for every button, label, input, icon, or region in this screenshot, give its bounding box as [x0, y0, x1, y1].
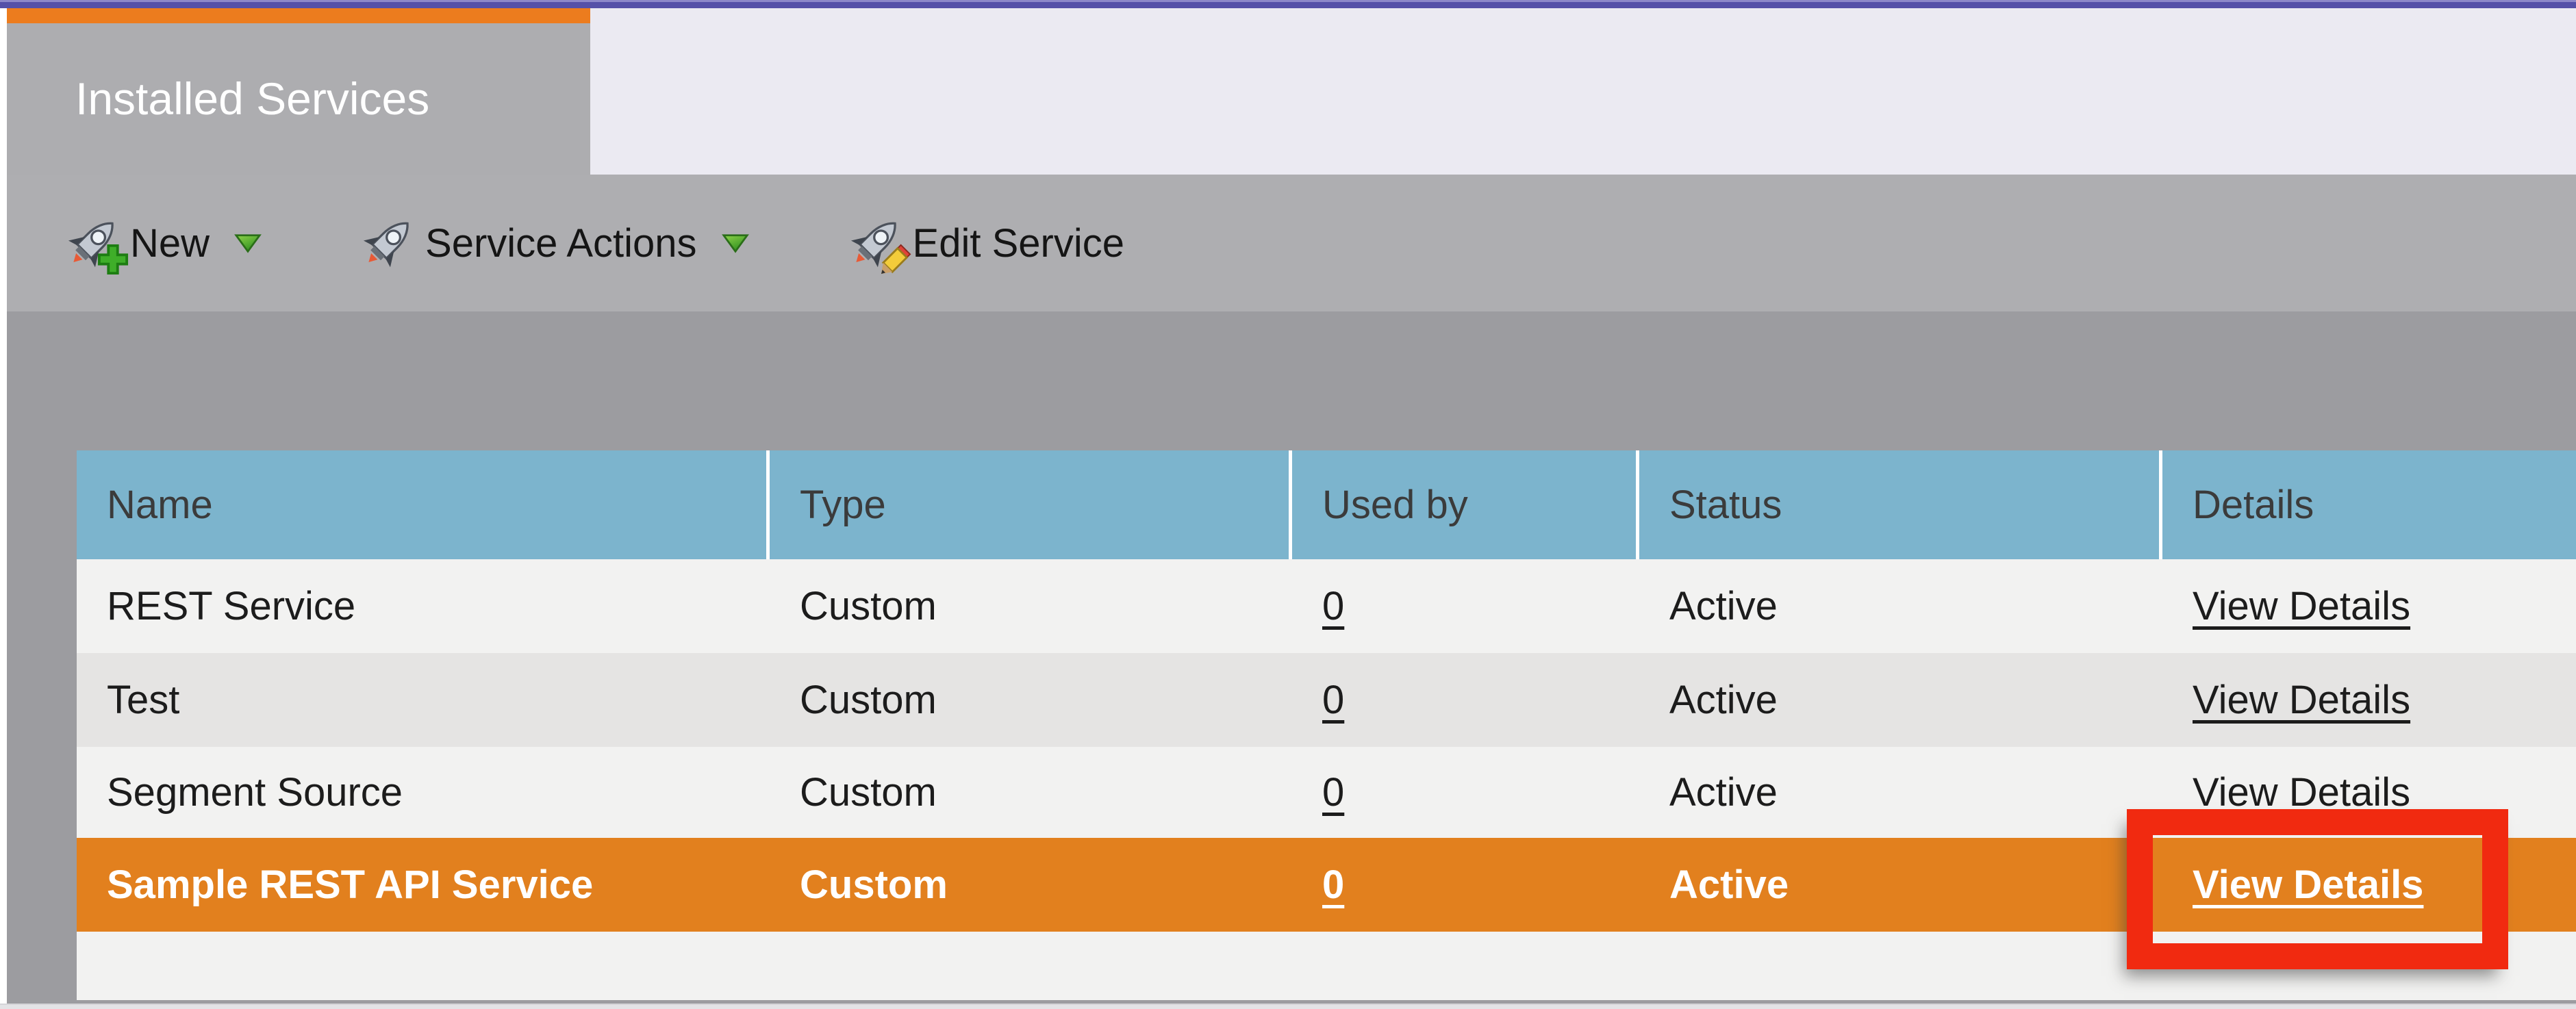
column-header-name: Name	[77, 450, 770, 559]
new-button-label: New	[130, 220, 210, 266]
page-title: Installed Services	[75, 73, 430, 124]
dropdown-arrow-icon	[234, 233, 262, 253]
edit-service-button-label: Edit Service	[912, 220, 1125, 266]
edit-service-button[interactable]: Edit Service	[848, 175, 1124, 311]
toolbar: New	[7, 175, 2576, 311]
service-type: Custom	[800, 584, 937, 628]
table-row-selected[interactable]: Sample REST API Service Custom 0 Active …	[77, 838, 2576, 932]
service-type: Custom	[800, 770, 937, 815]
used-by-link[interactable]: 0	[1322, 863, 1345, 907]
dropdown-arrow-icon	[721, 233, 749, 253]
used-by-link[interactable]: 0	[1322, 770, 1345, 815]
service-actions-button-label: Service Actions	[425, 220, 697, 266]
plus-badge-icon	[97, 244, 129, 275]
service-name: Sample REST API Service	[107, 863, 594, 907]
service-status: Active	[1669, 584, 1778, 628]
service-type: Custom	[800, 678, 937, 722]
table-header-row: Name Type Used by Status Details	[77, 450, 2576, 559]
service-name: Test	[107, 678, 180, 722]
used-by-link[interactable]: 0	[1322, 584, 1345, 628]
table-row[interactable]: REST Service Custom 0 Active View Detail…	[77, 559, 2576, 653]
service-status: Active	[1669, 863, 1789, 907]
tab-installed-services[interactable]: Installed Services	[7, 8, 590, 175]
new-button[interactable]: New	[66, 175, 262, 311]
window-top-border	[0, 0, 2576, 8]
service-status: Active	[1669, 770, 1778, 815]
view-details-link[interactable]: View Details	[2193, 678, 2411, 722]
column-header-details: Details	[2193, 483, 2314, 527]
column-header-status: Status	[1639, 450, 2162, 559]
table-row[interactable]: Test Custom 0 Active View Details	[77, 653, 2576, 747]
rocket-edit-icon	[848, 214, 911, 274]
view-details-link[interactable]: View Details	[2193, 584, 2411, 628]
view-details-link[interactable]: View Details	[2193, 770, 2411, 815]
bottom-edge	[0, 1004, 2576, 1009]
service-actions-button[interactable]: Service Actions	[361, 175, 749, 311]
service-type: Custom	[800, 863, 948, 907]
pencil-badge-icon	[881, 244, 911, 274]
column-header-type: Type	[770, 450, 1292, 559]
service-status: Active	[1669, 678, 1778, 722]
used-by-link[interactable]: 0	[1322, 678, 1345, 722]
tab-accent-bar	[7, 8, 590, 23]
rocket-add-icon	[66, 214, 129, 275]
highlight-box	[2127, 809, 2508, 969]
service-name: Segment Source	[107, 770, 403, 815]
rocket-icon	[361, 214, 418, 272]
column-header-used-by: Used by	[1292, 450, 1639, 559]
view-details-link[interactable]: View Details	[2193, 863, 2424, 907]
service-name: REST Service	[107, 584, 356, 628]
